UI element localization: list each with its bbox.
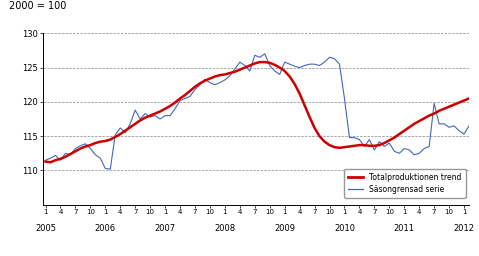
Text: 2009: 2009	[274, 224, 295, 233]
Text: 2005: 2005	[35, 224, 56, 233]
Text: 2008: 2008	[214, 224, 236, 233]
Text: 2012: 2012	[454, 224, 475, 233]
Text: 2000 = 100: 2000 = 100	[9, 1, 67, 11]
Text: 2010: 2010	[334, 224, 355, 233]
Legend: Totalproduktionen trend, Säsongrensad serie: Totalproduktionen trend, Säsongrensad se…	[344, 169, 466, 198]
Text: 2006: 2006	[95, 224, 116, 233]
Text: 2007: 2007	[155, 224, 176, 233]
Text: 2011: 2011	[394, 224, 415, 233]
